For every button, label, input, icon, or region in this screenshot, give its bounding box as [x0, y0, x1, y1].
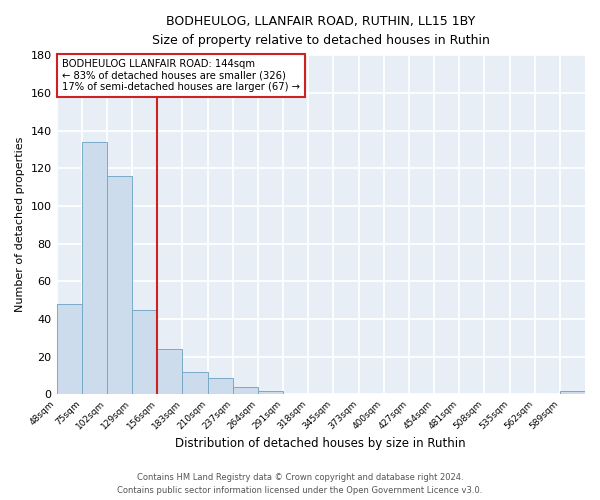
Bar [107, 176, 132, 394]
Bar [233, 387, 258, 394]
Bar [560, 390, 585, 394]
Bar [258, 390, 283, 394]
Bar [182, 372, 208, 394]
Text: BODHEULOG LLANFAIR ROAD: 144sqm
← 83% of detached houses are smaller (326)
17% o: BODHEULOG LLANFAIR ROAD: 144sqm ← 83% of… [62, 58, 300, 92]
X-axis label: Distribution of detached houses by size in Ruthin: Distribution of detached houses by size … [175, 437, 466, 450]
Y-axis label: Number of detached properties: Number of detached properties [15, 137, 25, 312]
Bar [208, 378, 233, 394]
Text: Contains HM Land Registry data © Crown copyright and database right 2024.
Contai: Contains HM Land Registry data © Crown c… [118, 474, 482, 495]
Bar [56, 304, 82, 394]
Bar [82, 142, 107, 395]
Bar [132, 310, 157, 394]
Title: BODHEULOG, LLANFAIR ROAD, RUTHIN, LL15 1BY
Size of property relative to detached: BODHEULOG, LLANFAIR ROAD, RUTHIN, LL15 1… [152, 15, 490, 47]
Bar [157, 349, 182, 395]
